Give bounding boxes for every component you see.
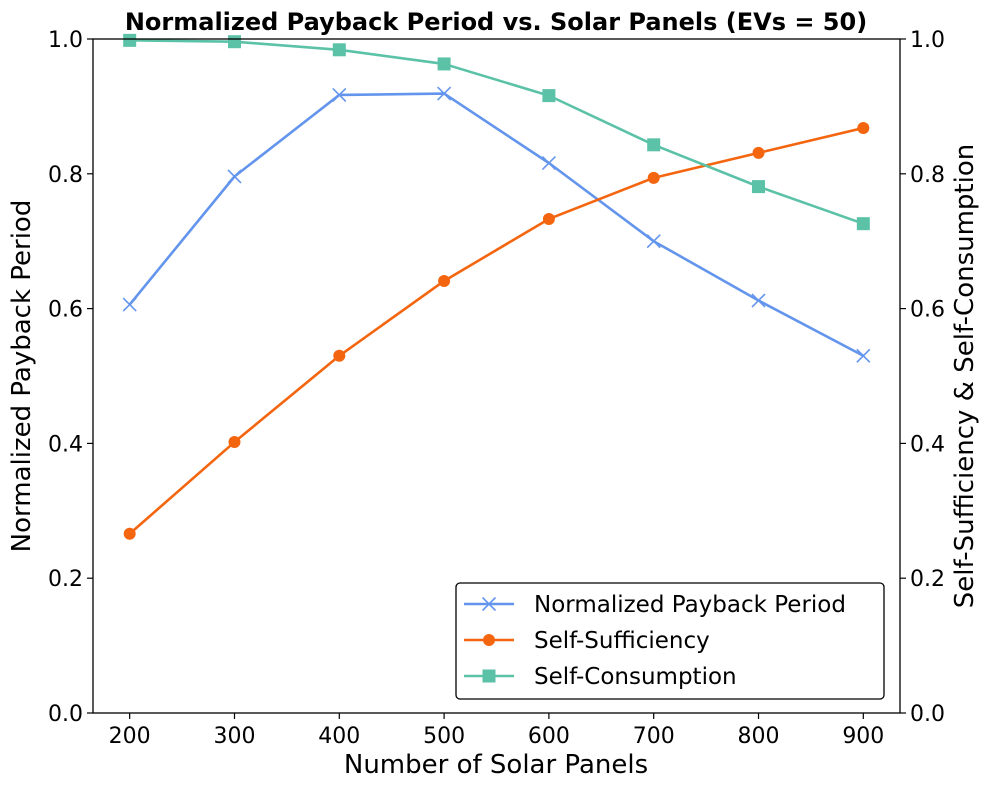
legend-marker (481, 596, 497, 612)
legend-entry: Self-Sufficiency (464, 628, 710, 654)
x-tick-label: 800 (738, 724, 780, 749)
series-line (129, 39, 864, 225)
plot-area-frame (92, 38, 901, 714)
data-point (122, 297, 137, 312)
data-point (857, 121, 870, 134)
series-2 (123, 33, 870, 231)
data-point (647, 138, 661, 152)
y-tick-label-right: 0.6 (910, 298, 945, 323)
legend-label: Normalized Payback Period (534, 592, 846, 618)
data-point (541, 155, 556, 171)
series-line (128, 92, 864, 357)
legend-label: Self-Consumption (534, 664, 737, 690)
legend-marker (482, 669, 496, 683)
x-tick-label: 400 (318, 724, 360, 749)
y-tick-label-right: 0.2 (910, 567, 945, 592)
x-axis: 200 300 400 500 600 700 800 900 (109, 713, 884, 749)
data-point (332, 87, 347, 103)
chart-title: Normalized Payback Period vs. Solar Pane… (125, 8, 867, 36)
legend-marker (483, 634, 495, 646)
data-point (228, 436, 241, 449)
series-line (128, 126, 864, 535)
series-1 (123, 121, 870, 540)
y-tick-label-left: 0.6 (48, 298, 83, 323)
x-tick-label: 700 (633, 724, 675, 749)
y-axis-left-title: Normalized Payback Period (7, 200, 37, 553)
legend-label: Self-Sufficiency (534, 628, 710, 654)
data-point (123, 33, 137, 47)
y-axis-right: 0.0 0.2 0.4 0.6 0.8 1.0 (900, 28, 945, 727)
x-tick-label: 500 (423, 724, 465, 749)
y-tick-label-left: 0.8 (48, 163, 83, 188)
y-tick-label-left: 0.2 (48, 567, 83, 592)
x-tick-label: 900 (842, 724, 884, 749)
data-point (123, 527, 136, 540)
x-tick-label: 600 (528, 724, 570, 749)
data-point (646, 234, 661, 249)
data-point (437, 86, 452, 101)
y-axis-left: 0.0 0.2 0.4 0.6 0.8 1.0 (48, 28, 93, 727)
x-tick-label: 200 (109, 724, 151, 749)
data-point (752, 146, 765, 159)
y-tick-label-left: 1.0 (48, 28, 83, 53)
series-0 (122, 86, 871, 363)
data-point (332, 43, 346, 57)
data-point (437, 57, 451, 71)
data-point (227, 169, 242, 184)
data-point (438, 274, 451, 287)
x-axis-title: Number of Solar Panels (344, 750, 648, 780)
data-point (333, 349, 346, 362)
series-layer (122, 33, 871, 540)
data-point (752, 180, 766, 194)
legend-entry: Normalized Payback Period (464, 592, 846, 618)
y-tick-label-right: 0.0 (910, 702, 945, 727)
y-tick-label-right: 0.8 (910, 163, 945, 188)
y-tick-label-left: 0.0 (48, 702, 83, 727)
data-point (751, 293, 766, 308)
legend-entry: Self-Consumption (464, 664, 737, 690)
data-point (542, 212, 555, 225)
y-tick-label-left: 0.4 (48, 432, 83, 457)
legend: Normalized Payback Period Self-Sufficienc… (455, 582, 885, 700)
data-point (647, 171, 660, 184)
y-axis-right-title: Self-Sufficiency & Self-Consumption (950, 144, 980, 608)
y-tick-label-right: 1.0 (910, 28, 945, 53)
data-point (856, 348, 871, 363)
x-tick-label: 300 (213, 724, 255, 749)
data-point (856, 217, 870, 231)
legend-box (455, 582, 885, 700)
data-point (542, 89, 556, 103)
y-tick-label-right: 0.4 (910, 432, 945, 457)
data-point (227, 35, 241, 49)
